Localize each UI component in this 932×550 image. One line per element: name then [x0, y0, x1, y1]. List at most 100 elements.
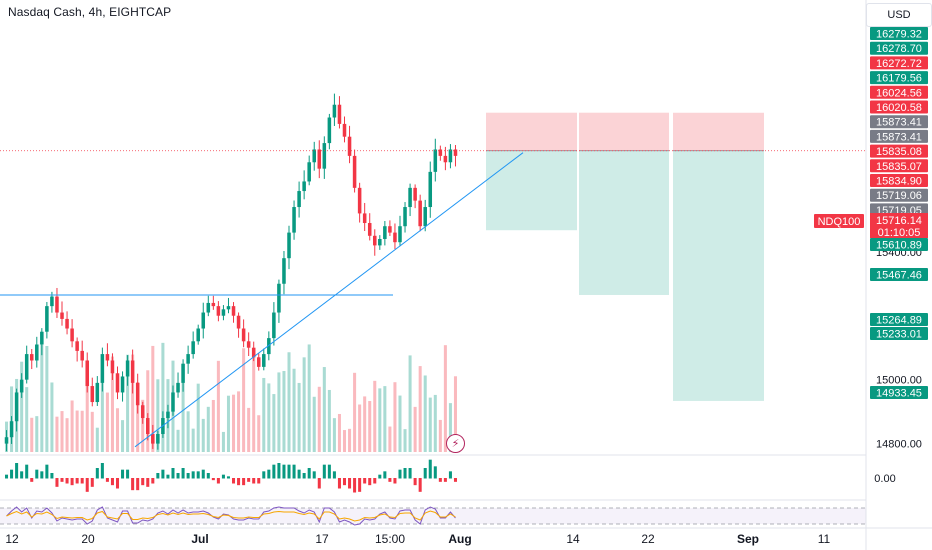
volume-bar — [287, 352, 291, 452]
volume-bar — [100, 373, 104, 452]
volume-bar — [383, 386, 387, 452]
candle-body — [267, 338, 271, 355]
oscillator-bar — [312, 471, 316, 479]
candle-body — [367, 223, 372, 236]
oscillator-bar — [342, 478, 347, 486]
oscillator-bar — [353, 478, 357, 493]
lightning-icon[interactable]: ⚡ — [446, 434, 465, 453]
position-zones[interactable] — [486, 112, 764, 401]
oscillator-bar — [287, 464, 291, 479]
price-label-box — [870, 238, 928, 251]
x-tick-label: Jul — [191, 532, 208, 546]
take-profit-zone — [579, 150, 669, 295]
candle-body — [211, 302, 216, 307]
oscillator-bar — [327, 464, 331, 479]
oscillator-bar — [221, 474, 225, 479]
volume-bar — [393, 382, 397, 452]
candle-body — [201, 312, 206, 329]
oscillator-bar — [403, 468, 407, 479]
candle-body — [297, 191, 301, 208]
stop-loss-zone — [579, 112, 669, 151]
volume-bar — [211, 399, 215, 452]
oscillator-bar — [448, 471, 452, 479]
price-label: 16020.58 — [876, 102, 922, 114]
oscillator-tick-label: 0.00 — [874, 473, 895, 485]
volume-bar — [252, 352, 256, 452]
oscillator-bar — [95, 468, 99, 479]
oscillator-bar — [20, 471, 24, 479]
volume-bar — [262, 377, 266, 452]
oscillator-bar — [171, 468, 175, 479]
oscillator-bar — [211, 478, 215, 481]
oscillator-bar — [262, 471, 266, 479]
volume-bar — [85, 363, 89, 452]
drawings[interactable] — [0, 150, 866, 448]
oscillator-bar — [428, 459, 432, 479]
oscillator-bar — [348, 478, 352, 489]
candle-body — [246, 341, 251, 348]
price-label: 16272.72 — [876, 58, 922, 70]
candle-body — [65, 318, 69, 329]
volume-bar — [136, 382, 140, 452]
oscillator-bar — [115, 478, 120, 489]
volume-bar — [443, 345, 447, 452]
symbol-tag-box — [814, 214, 864, 228]
candle-body — [35, 344, 39, 361]
price-label: 15873.41 — [876, 131, 922, 143]
stop-loss-zone — [486, 112, 577, 151]
oscillator-bar — [55, 478, 59, 487]
volume-bar — [25, 387, 29, 452]
candle-body — [342, 123, 347, 137]
volume-bar — [20, 361, 24, 452]
price-label: 15834.90 — [876, 176, 922, 188]
candlestick-series — [4, 93, 458, 452]
oscillator-bar — [5, 474, 9, 479]
volume-bar — [348, 428, 352, 452]
candle-body — [181, 363, 185, 383]
volume-bar — [221, 431, 225, 452]
oscillator-bar — [237, 478, 241, 486]
candle-body — [383, 226, 387, 239]
volume-bar — [50, 382, 54, 452]
x-tick-label: Aug — [448, 532, 471, 546]
candle-body — [302, 181, 306, 192]
candle-body — [373, 235, 377, 246]
volume-bar — [363, 396, 367, 452]
volume-bar — [297, 382, 301, 452]
volume-bar — [35, 416, 39, 452]
volume-bar — [126, 354, 130, 452]
price-label: 15873.41 — [876, 117, 922, 129]
current-price-box — [870, 213, 928, 238]
volume-bar — [282, 370, 286, 452]
volume-bar — [121, 420, 125, 452]
candle-body — [95, 382, 100, 403]
oscillator-bar — [110, 478, 114, 486]
current-price-label: 15716.14 — [876, 215, 922, 227]
price-label: 15835.08 — [876, 146, 922, 158]
oscillator-bar — [10, 469, 14, 479]
oscillator-bar — [75, 478, 79, 484]
candle-body — [125, 360, 130, 377]
oscillator-bar — [363, 478, 367, 484]
volume-bar — [45, 345, 49, 452]
price-label-box — [870, 56, 928, 70]
price-label-box — [870, 313, 928, 326]
oscillator-bar — [80, 478, 84, 484]
volume-bar — [408, 355, 412, 452]
volume-bar — [272, 394, 276, 452]
volume-bar — [105, 392, 109, 452]
price-label-box — [870, 144, 928, 158]
candle-body — [393, 232, 397, 243]
volume-bar — [327, 389, 331, 452]
oscillator-bar — [307, 468, 311, 479]
price-label: 16279.32 — [876, 29, 922, 41]
candle-body — [186, 354, 190, 364]
x-tick-label: Sep — [737, 532, 759, 546]
price-label-box — [870, 327, 928, 340]
price-label: 14933.45 — [876, 388, 922, 400]
candle-body — [357, 187, 362, 214]
oscillator-bar — [100, 463, 104, 479]
oscillator-bar — [45, 464, 49, 479]
oscillator-bar — [337, 478, 341, 489]
